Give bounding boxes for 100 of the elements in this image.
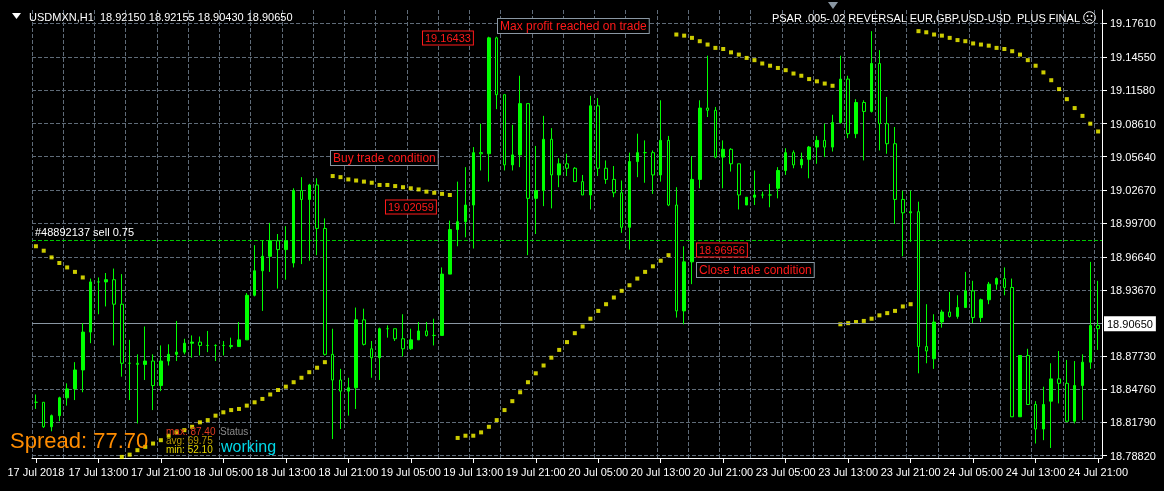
candlestick xyxy=(175,320,178,362)
candlestick xyxy=(753,169,756,206)
candlestick xyxy=(229,337,233,350)
y-tick-label: 18.93670 xyxy=(1110,284,1156,297)
y-tick-label: 19.14550 xyxy=(1110,51,1156,64)
candlestick xyxy=(909,190,912,243)
candlestick xyxy=(1073,360,1076,424)
candlestick xyxy=(511,124,514,171)
candlestick xyxy=(362,308,366,346)
candlestick xyxy=(159,344,163,392)
candlestick xyxy=(721,139,725,189)
candlestick xyxy=(315,177,319,256)
x-tick-label: 24 Jul 21:00 xyxy=(1068,465,1129,478)
candlestick xyxy=(97,276,100,315)
candlestick xyxy=(542,115,545,207)
candlestick xyxy=(526,103,530,256)
candlestick xyxy=(643,139,647,184)
x-tick-label: 23 Jul 13:00 xyxy=(818,465,879,478)
candlestick xyxy=(636,133,639,178)
candlestick xyxy=(964,271,967,309)
candlestick xyxy=(534,145,538,235)
candlestick xyxy=(417,321,420,341)
candlestick xyxy=(979,298,983,323)
candlestick xyxy=(815,135,819,165)
candlestick xyxy=(253,244,256,297)
y-tick-label: 18.96640 xyxy=(1110,250,1156,263)
candlestick xyxy=(893,126,897,225)
x-tick-label: 17 Jul 13:00 xyxy=(68,465,129,478)
candlestick xyxy=(1057,350,1061,404)
candlestick xyxy=(854,98,858,139)
y-tick-label: 18.84760 xyxy=(1110,383,1156,396)
candlestick xyxy=(565,153,569,177)
candlestick xyxy=(292,187,295,268)
y-tick-label: 19.08610 xyxy=(1110,117,1156,130)
candlestick xyxy=(1089,261,1092,370)
candlestick xyxy=(1049,362,1053,449)
candlestick xyxy=(378,327,381,381)
candlestick xyxy=(136,353,139,424)
y-tick-label: 18.81790 xyxy=(1110,416,1156,429)
candlestick xyxy=(128,339,131,401)
candlestick xyxy=(42,401,45,429)
candlestick xyxy=(487,36,491,183)
candlestick xyxy=(1034,400,1037,445)
candlestick xyxy=(948,291,951,319)
candlestick xyxy=(440,266,444,336)
x-tick-label: 18 Jul 05:00 xyxy=(193,465,254,478)
candlestick xyxy=(628,152,631,251)
candlestick xyxy=(917,201,920,374)
candlestick xyxy=(831,114,834,153)
x-tick-label: 23 Jul 21:00 xyxy=(880,465,941,478)
candlestick xyxy=(143,326,147,381)
candlestick xyxy=(878,49,881,151)
candlestick xyxy=(870,30,873,114)
candlestick xyxy=(971,280,975,324)
candlestick xyxy=(456,181,459,247)
candlestick xyxy=(104,272,108,307)
candlestick xyxy=(573,166,577,183)
candlestick xyxy=(503,94,506,171)
candlestick xyxy=(550,127,553,209)
candlestick xyxy=(1026,348,1030,406)
candlestick xyxy=(222,340,225,356)
candlestick xyxy=(620,180,623,234)
candlestick xyxy=(479,123,483,171)
candlestick xyxy=(995,276,998,291)
candlestick xyxy=(190,334,194,359)
x-tick-label: 18 Jul 21:00 xyxy=(318,465,379,478)
x-tick-label: 24 Jul 13:00 xyxy=(1005,465,1066,478)
candlestick xyxy=(300,176,303,265)
chart-title: USDMXN,H1 18.92150 18.92155 18.90430 18.90650 xyxy=(29,10,293,23)
candlestick xyxy=(448,220,452,275)
candlestick xyxy=(800,152,803,169)
candlestick xyxy=(659,99,662,183)
candlestick xyxy=(58,396,61,422)
candlestick xyxy=(347,377,350,417)
x-tick-label: 20 Jul 21:00 xyxy=(693,465,754,478)
candlestick xyxy=(1081,353,1084,421)
candlestick xyxy=(682,245,686,325)
candlestick xyxy=(198,336,202,356)
x-tick-label: 19 Jul 05:00 xyxy=(380,465,441,478)
candlestick xyxy=(464,166,467,238)
candlestick xyxy=(714,106,717,159)
candlestick xyxy=(823,123,826,158)
annotation: Max profit reached on trade xyxy=(500,19,648,33)
candlestick xyxy=(1003,266,1006,296)
x-tick-label: 20 Jul 13:00 xyxy=(630,465,691,478)
candlestick xyxy=(518,75,522,168)
candlestick xyxy=(425,321,428,338)
y-tick-label: 19.17610 xyxy=(1110,17,1156,30)
candlestick xyxy=(596,97,600,177)
candlestick xyxy=(370,340,373,379)
candlestick xyxy=(81,322,85,393)
candlestick xyxy=(120,273,124,378)
candlestick xyxy=(839,55,842,125)
annotation: PSAR .005-.02 REVERSAL EUR,GBP,USD-USD PLUS FINAL xyxy=(771,12,1080,24)
candlestick xyxy=(885,96,889,155)
x-tick-label: 24 Jul 05:00 xyxy=(943,465,1004,478)
candlestick xyxy=(323,217,327,356)
candlestick xyxy=(206,330,209,353)
candlestick xyxy=(261,240,264,312)
candlestick xyxy=(690,155,694,285)
